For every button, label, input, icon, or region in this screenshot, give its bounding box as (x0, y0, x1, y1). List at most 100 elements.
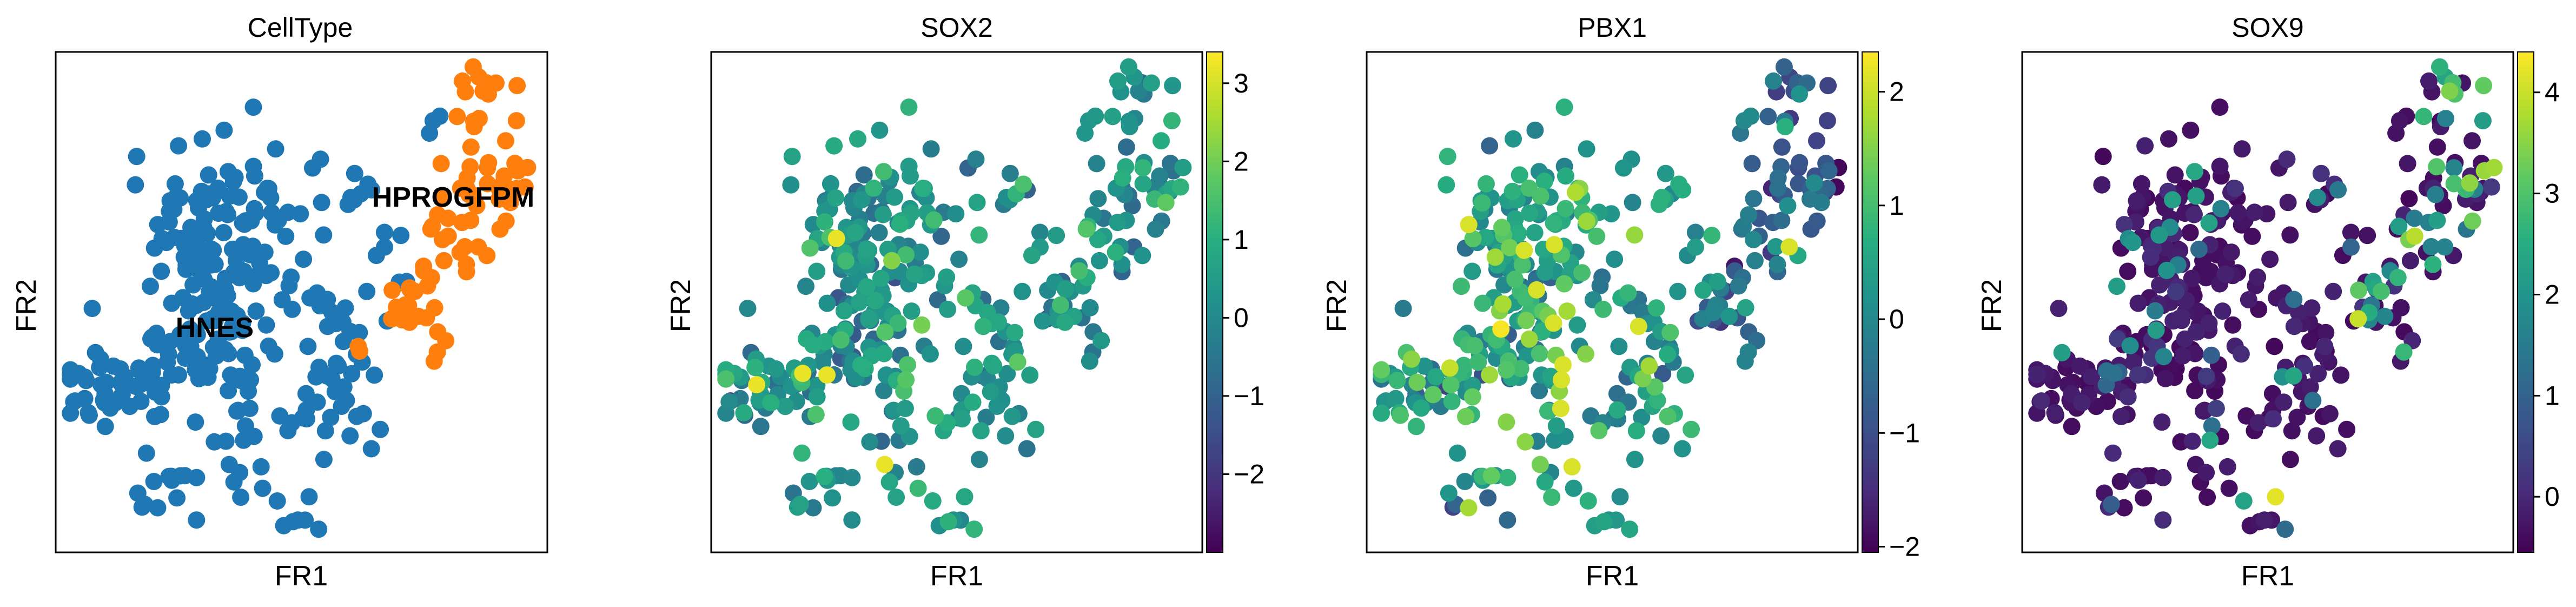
cell-point (1614, 159, 1632, 177)
cell-point (1492, 320, 1510, 338)
cell-point (1014, 282, 1031, 300)
cell-point (2424, 255, 2442, 273)
cell-point-hnes (195, 210, 213, 228)
cell-point (1153, 132, 1170, 150)
cell-point-hnes (161, 333, 179, 351)
cell-point (2201, 431, 2219, 449)
cell-point (1027, 420, 1045, 438)
cell-point (1531, 345, 1548, 362)
cell-point-hnes (252, 458, 270, 476)
cell-point-hnes (166, 175, 184, 193)
cell-point (880, 473, 898, 491)
cell-point (2104, 444, 2122, 462)
cell-point (1703, 227, 1721, 245)
cell-point (866, 292, 884, 309)
cell-point (970, 226, 988, 244)
cell-point (1394, 300, 1412, 318)
cell-point (2053, 344, 2071, 361)
cell-point (2063, 418, 2081, 436)
cell-point-hnes (303, 159, 321, 177)
cell-point-hnes (168, 489, 186, 507)
cell-point (2216, 265, 2234, 283)
cell-point (1104, 108, 1122, 126)
cell-point (801, 239, 819, 257)
cell-point (2119, 388, 2137, 406)
cell-point (2094, 148, 2112, 166)
cell-point (1694, 281, 1712, 299)
cell-point (950, 250, 968, 268)
colorbar-tick-label: −1 (1889, 418, 1920, 448)
cell-point (2108, 278, 2125, 295)
panel-sox2: SOX2 FR1 FR2 3 2 1 0 −1 −2 (665, 12, 1264, 592)
cell-point (966, 358, 983, 376)
cell-point (897, 246, 915, 263)
cell-point (1051, 296, 1069, 314)
cell-point (2142, 248, 2160, 266)
cell-point-hnes (215, 121, 233, 139)
cell-point (953, 410, 971, 428)
cell-point (1591, 277, 1609, 295)
cell-point (2222, 243, 2240, 261)
cell-point (776, 398, 794, 415)
cell-point-hnes (315, 226, 333, 244)
cluster-label-hnes: HNES (176, 312, 254, 344)
cell-point (1742, 107, 1760, 125)
cell-point (1630, 318, 1647, 335)
cell-point (2428, 138, 2446, 156)
scatter-points-pbx1 (1373, 58, 1847, 538)
cell-point (1018, 440, 1036, 458)
cell-point (2321, 405, 2339, 423)
cell-point (1739, 343, 1757, 361)
cell-point (1775, 58, 1793, 76)
cell-point (2325, 282, 2342, 300)
cell-point (2255, 511, 2273, 529)
cell-point (2109, 330, 2126, 348)
cell-point (827, 229, 845, 247)
cell-point (2111, 473, 2129, 490)
cell-point (1089, 190, 1107, 208)
cell-point-hprogfpm (461, 158, 479, 176)
cell-point (939, 513, 957, 531)
cell-point (2219, 458, 2236, 476)
cell-point (2164, 191, 2181, 209)
cell-point (1670, 175, 1688, 193)
cell-point (2195, 402, 2212, 420)
cell-point (762, 394, 780, 412)
cell-point (1791, 85, 1808, 103)
cell-point (1453, 278, 1470, 295)
cell-point (2359, 227, 2376, 245)
cell-point (2482, 178, 2500, 196)
cell-point (1460, 216, 1478, 234)
colorbar-tick-label: 1 (1234, 225, 1249, 255)
cell-point (905, 265, 923, 283)
cell-point (2240, 291, 2257, 309)
cell-point-hnes (206, 433, 223, 451)
cell-point (1048, 227, 1065, 245)
cell-point (2304, 392, 2322, 410)
cell-point-hnes (92, 350, 109, 368)
cell-point-hnes (128, 148, 145, 166)
cell-point-hprogfpm (432, 155, 450, 173)
cell-point (2224, 316, 2242, 334)
cell-point (1555, 275, 1573, 293)
cell-point (2475, 77, 2493, 95)
cell-point (1494, 295, 1512, 313)
cell-point (2401, 252, 2419, 269)
cell-point (1077, 220, 1095, 238)
panel-sox9: SOX9 FR1 FR2 4 3 2 1 0 (1976, 12, 2560, 592)
cell-point (1513, 256, 1531, 274)
cell-point (1535, 173, 1553, 190)
cell-point (2050, 300, 2068, 318)
cell-point (2415, 108, 2433, 126)
cell-point-hnes (295, 250, 313, 268)
cell-point-hnes (143, 328, 161, 346)
cell-point (2115, 216, 2133, 234)
cell-point (883, 252, 900, 269)
cell-point-hnes (243, 356, 261, 374)
cell-point-hnes (266, 345, 283, 363)
cell-point (1563, 458, 1581, 476)
cell-point (865, 179, 883, 197)
cell-point (837, 252, 855, 270)
cell-point-hnes (372, 420, 389, 438)
cell-point-hnes (62, 361, 80, 379)
